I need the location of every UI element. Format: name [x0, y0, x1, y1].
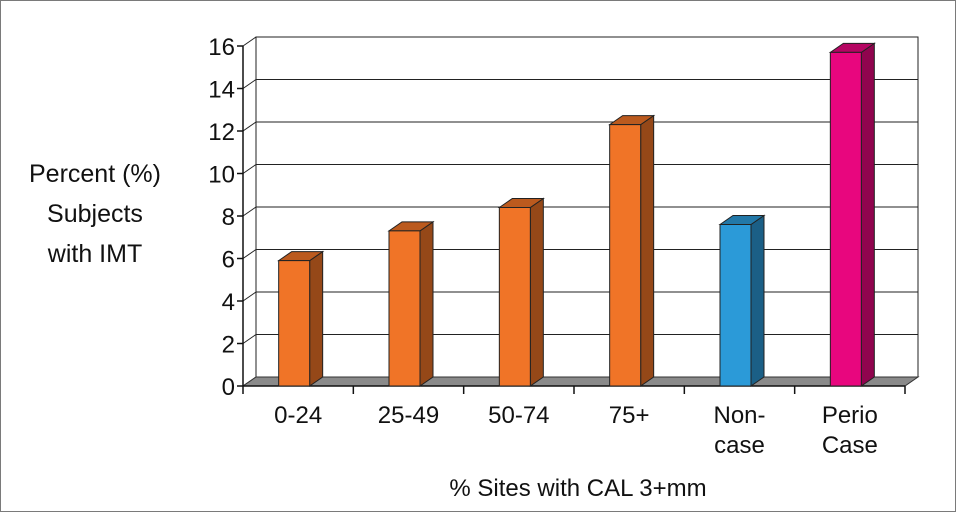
- side-diagonal: [242, 121, 257, 132]
- bar-front: [609, 124, 642, 387]
- x-tick-label: 50-74: [488, 402, 549, 429]
- bar-front: [719, 224, 752, 387]
- gridlines: [242, 36, 918, 387]
- x-category-labels: 0-24 25-49 50-74 75+ Non-case Perio Case: [274, 402, 878, 459]
- x-tick-label: 25-49: [378, 402, 439, 429]
- bar-front: [278, 260, 311, 387]
- bar-side: [529, 197, 544, 387]
- x-tick-label: Perio: [822, 402, 878, 429]
- y-tick-labels: 0 2 4 6 8 10 12 14 16: [208, 34, 235, 401]
- bar: [387, 220, 435, 387]
- bar: [828, 42, 876, 387]
- side-diagonal: [242, 79, 257, 89]
- y-axis-label-line-3: with IMT: [47, 240, 142, 268]
- bar: [277, 250, 325, 387]
- side-diagonal: [242, 249, 257, 259]
- bar: [497, 197, 545, 387]
- x-tick-label: Non-: [713, 402, 765, 429]
- y-tick-label: 10: [208, 162, 235, 189]
- side-diagonal: [242, 36, 257, 47]
- bar: [718, 214, 766, 387]
- x-tick-label: Case: [822, 432, 878, 459]
- bar-side: [860, 42, 875, 387]
- bar: [608, 114, 656, 387]
- y-tick-label: 8: [222, 204, 235, 231]
- bar-side: [750, 214, 765, 387]
- x-axis-label: % Sites with CAL 3+mm: [449, 475, 706, 502]
- x-tick-label: 75+: [609, 402, 650, 429]
- y-tick-label: 2: [222, 332, 235, 359]
- y-tick-label: 16: [208, 34, 235, 61]
- y-axis-label-line-2: Subjects: [47, 200, 143, 228]
- side-diagonal: [242, 164, 257, 174]
- side-diagonal: [242, 206, 257, 217]
- bar-front: [498, 207, 531, 387]
- bar-side: [419, 220, 434, 387]
- bar-front: [829, 51, 862, 387]
- y-tick-label: 6: [222, 247, 235, 274]
- bar-side: [640, 114, 655, 387]
- x-tick-label: 0-24: [274, 402, 322, 429]
- y-axis-label-line-1: Percent (%): [29, 160, 161, 188]
- y-tick-label: 12: [208, 119, 235, 146]
- axes: [237, 45, 906, 394]
- side-diagonal: [242, 334, 257, 344]
- y-tick-label: 0: [222, 374, 235, 401]
- bars: [277, 42, 876, 387]
- chart-floor: [241, 376, 920, 387]
- floor-top: [241, 376, 920, 387]
- bar-front: [388, 230, 421, 387]
- y-tick-label: 14: [208, 77, 235, 104]
- side-diagonal: [242, 291, 257, 302]
- y-tick-label: 4: [222, 289, 235, 316]
- x-tick-label: case: [714, 432, 765, 459]
- bar-side: [309, 250, 324, 387]
